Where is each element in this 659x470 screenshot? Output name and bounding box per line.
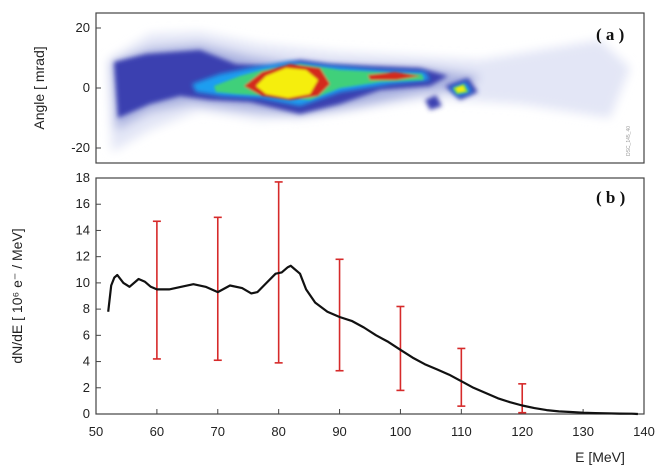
spectrum-line: [107, 264, 638, 416]
error-bar: [213, 216, 222, 362]
panel-b-xlabel: E [MeV]: [575, 449, 625, 465]
xtick-label: 50: [89, 424, 103, 439]
heatmap-yellow-core: [256, 68, 318, 98]
xtick-label: 110: [451, 424, 472, 439]
ytick-label: 12: [76, 249, 90, 264]
panel-a-label: ( a ): [596, 25, 624, 44]
xtick-label: 140: [633, 424, 655, 439]
panel-a-ylabel: Angle [ mrad]: [31, 46, 47, 129]
ytick-label: 8: [83, 301, 90, 316]
panel-a-axes: 20 0 -20: [71, 20, 101, 155]
panel-a-ytick-label: 0: [83, 80, 90, 95]
error-bar: [518, 383, 527, 414]
ytick-label: 2: [83, 380, 90, 395]
ytick-label: 6: [83, 327, 90, 342]
ytick-label: 18: [76, 170, 90, 185]
panel-b-ylabel: dN/dE [ 10⁶ e⁻ / MeV]: [9, 228, 25, 363]
xtick-label: 90: [332, 424, 346, 439]
xtick-label: 80: [271, 424, 285, 439]
xtick-label: 70: [211, 424, 225, 439]
panel-b-frame: [95, 177, 645, 415]
ytick-label: 4: [83, 354, 90, 369]
heatmap-red-streak: [368, 72, 420, 80]
ytick-label: 10: [76, 275, 90, 290]
xtick-label: 120: [511, 424, 533, 439]
heatmap-yellow-spot: [456, 86, 465, 92]
panel-a-ytick-label: -20: [71, 140, 90, 155]
panel-b-label: ( b ): [596, 188, 625, 207]
ytick-label: 0: [83, 406, 90, 421]
ytick-label: 14: [76, 222, 90, 237]
xtick-label: 100: [390, 424, 412, 439]
ytick-label: 16: [76, 196, 90, 211]
panel-a-ytick-label: 20: [76, 20, 90, 35]
error-bar: [457, 347, 466, 407]
error-bar: [335, 258, 344, 372]
error-bar: [396, 305, 405, 392]
xtick-label: 60: [150, 424, 164, 439]
heatmap-blue-spot-2: [425, 95, 442, 110]
angle-energy-heatmap: [108, 32, 630, 152]
panel-a-stamp: DSC_145_40: [626, 126, 632, 156]
xtick-label: 130: [572, 424, 594, 439]
spectrum-plot: 0 2 4 6 8 10 12 14 16 18 50 60 70 80 90 100 110 120 130 140: [76, 170, 655, 439]
